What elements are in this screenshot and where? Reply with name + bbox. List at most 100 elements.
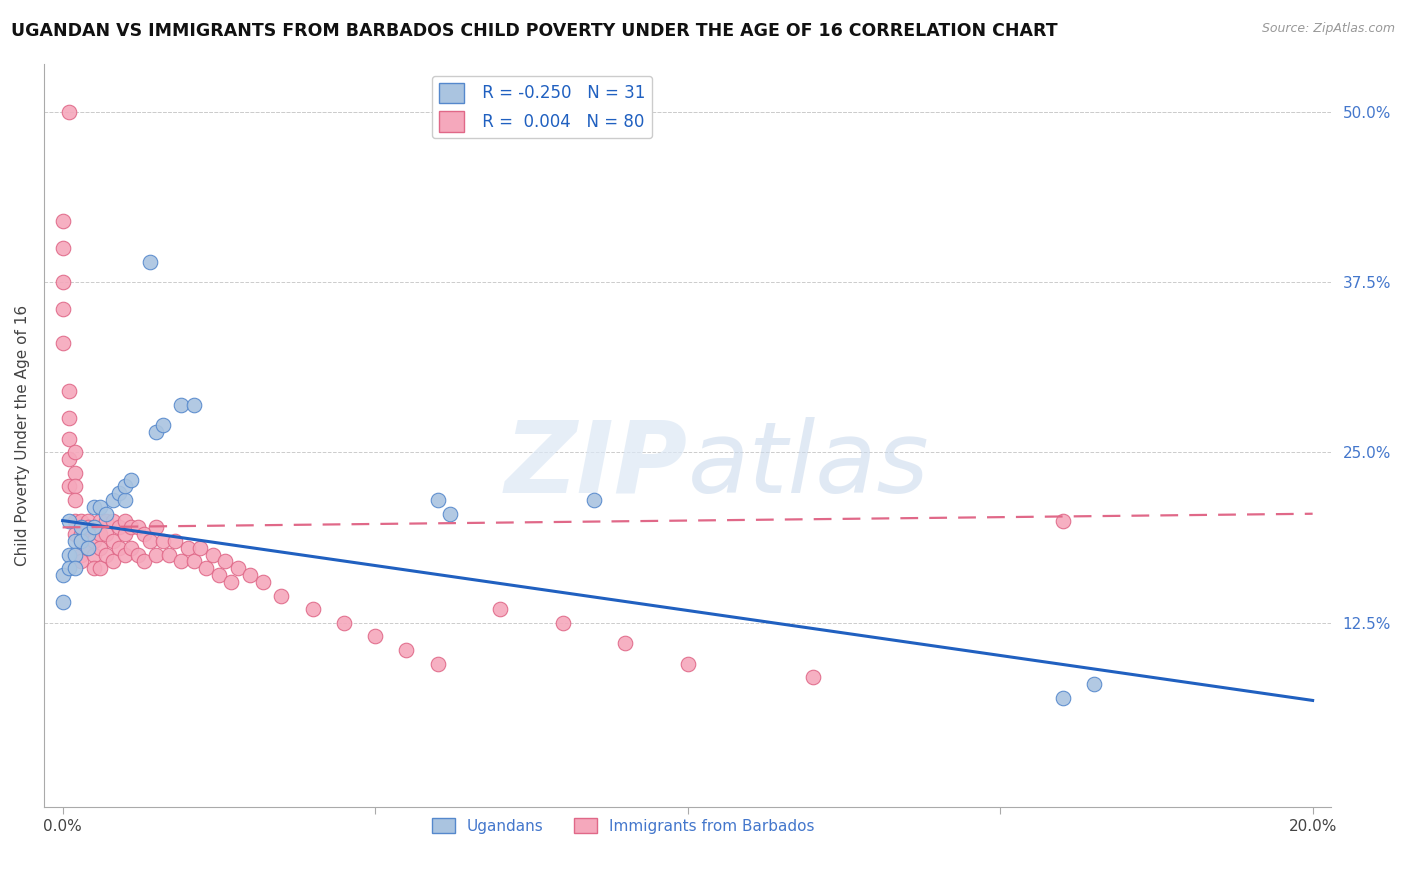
Point <box>120 541 142 555</box>
Point <box>63 527 86 541</box>
Point <box>252 574 274 589</box>
Point <box>132 554 155 568</box>
Point <box>58 514 80 528</box>
Point <box>58 104 80 119</box>
Point <box>676 657 699 671</box>
Point <box>70 548 93 562</box>
Point <box>58 384 80 398</box>
Point <box>426 493 449 508</box>
Point <box>70 520 93 534</box>
Point <box>195 561 218 575</box>
Point <box>183 554 205 568</box>
Point <box>52 568 75 582</box>
Point <box>83 500 105 514</box>
Point <box>58 411 80 425</box>
Point <box>614 636 637 650</box>
Point <box>89 541 111 555</box>
Point <box>52 241 75 255</box>
Point <box>221 574 243 589</box>
Point <box>89 514 111 528</box>
Point <box>83 561 105 575</box>
Text: ZIP: ZIP <box>505 417 688 514</box>
Text: Source: ZipAtlas.com: Source: ZipAtlas.com <box>1261 22 1395 36</box>
Point <box>76 541 98 555</box>
Point <box>170 398 193 412</box>
Y-axis label: Child Poverty Under the Age of 16: Child Poverty Under the Age of 16 <box>15 305 30 566</box>
Point <box>83 548 105 562</box>
Point <box>201 548 224 562</box>
Point <box>101 534 124 549</box>
Point <box>152 418 174 433</box>
Point <box>270 589 292 603</box>
Point <box>63 493 86 508</box>
Point <box>364 629 387 643</box>
Point <box>63 561 86 575</box>
Point <box>165 534 187 549</box>
Point <box>127 548 149 562</box>
Point <box>101 493 124 508</box>
Point <box>70 534 93 549</box>
Point <box>152 534 174 549</box>
Point <box>96 527 118 541</box>
Point <box>114 514 136 528</box>
Point <box>76 541 98 555</box>
Point <box>145 520 167 534</box>
Point <box>139 534 162 549</box>
Point <box>801 670 824 684</box>
Point <box>157 548 180 562</box>
Point <box>170 554 193 568</box>
Point <box>52 213 75 227</box>
Point <box>58 561 80 575</box>
Point <box>89 527 111 541</box>
Point <box>145 548 167 562</box>
Point <box>63 514 86 528</box>
Point <box>63 466 86 480</box>
Point <box>96 548 118 562</box>
Text: UGANDAN VS IMMIGRANTS FROM BARBADOS CHILD POVERTY UNDER THE AGE OF 16 CORRELATIO: UGANDAN VS IMMIGRANTS FROM BARBADOS CHIL… <box>11 22 1057 40</box>
Point <box>83 520 105 534</box>
Point <box>58 479 80 493</box>
Point <box>52 336 75 351</box>
Point <box>188 541 211 555</box>
Point <box>83 534 105 549</box>
Point <box>101 514 124 528</box>
Point <box>127 520 149 534</box>
Point <box>333 615 356 630</box>
Point <box>76 520 98 534</box>
Point <box>239 568 262 582</box>
Point <box>132 527 155 541</box>
Point <box>58 432 80 446</box>
Point <box>176 541 198 555</box>
Point <box>208 568 231 582</box>
Legend: Ugandans, Immigrants from Barbados: Ugandans, Immigrants from Barbados <box>426 812 821 840</box>
Point <box>70 534 93 549</box>
Point <box>1052 690 1074 705</box>
Point <box>58 548 80 562</box>
Point <box>96 514 118 528</box>
Point <box>70 554 93 568</box>
Point <box>96 507 118 521</box>
Point <box>63 548 86 562</box>
Point <box>114 493 136 508</box>
Point <box>489 602 512 616</box>
Point <box>108 520 131 534</box>
Point <box>63 534 86 549</box>
Point <box>70 527 93 541</box>
Point <box>89 500 111 514</box>
Point <box>145 425 167 439</box>
Point <box>63 445 86 459</box>
Point <box>139 254 162 268</box>
Point <box>52 302 75 317</box>
Point <box>114 527 136 541</box>
Point <box>120 520 142 534</box>
Point <box>395 643 418 657</box>
Point <box>1052 514 1074 528</box>
Point <box>52 275 75 289</box>
Point <box>1083 677 1105 691</box>
Point <box>89 561 111 575</box>
Point <box>52 595 75 609</box>
Point <box>70 514 93 528</box>
Point <box>439 507 461 521</box>
Point <box>301 602 323 616</box>
Point <box>114 548 136 562</box>
